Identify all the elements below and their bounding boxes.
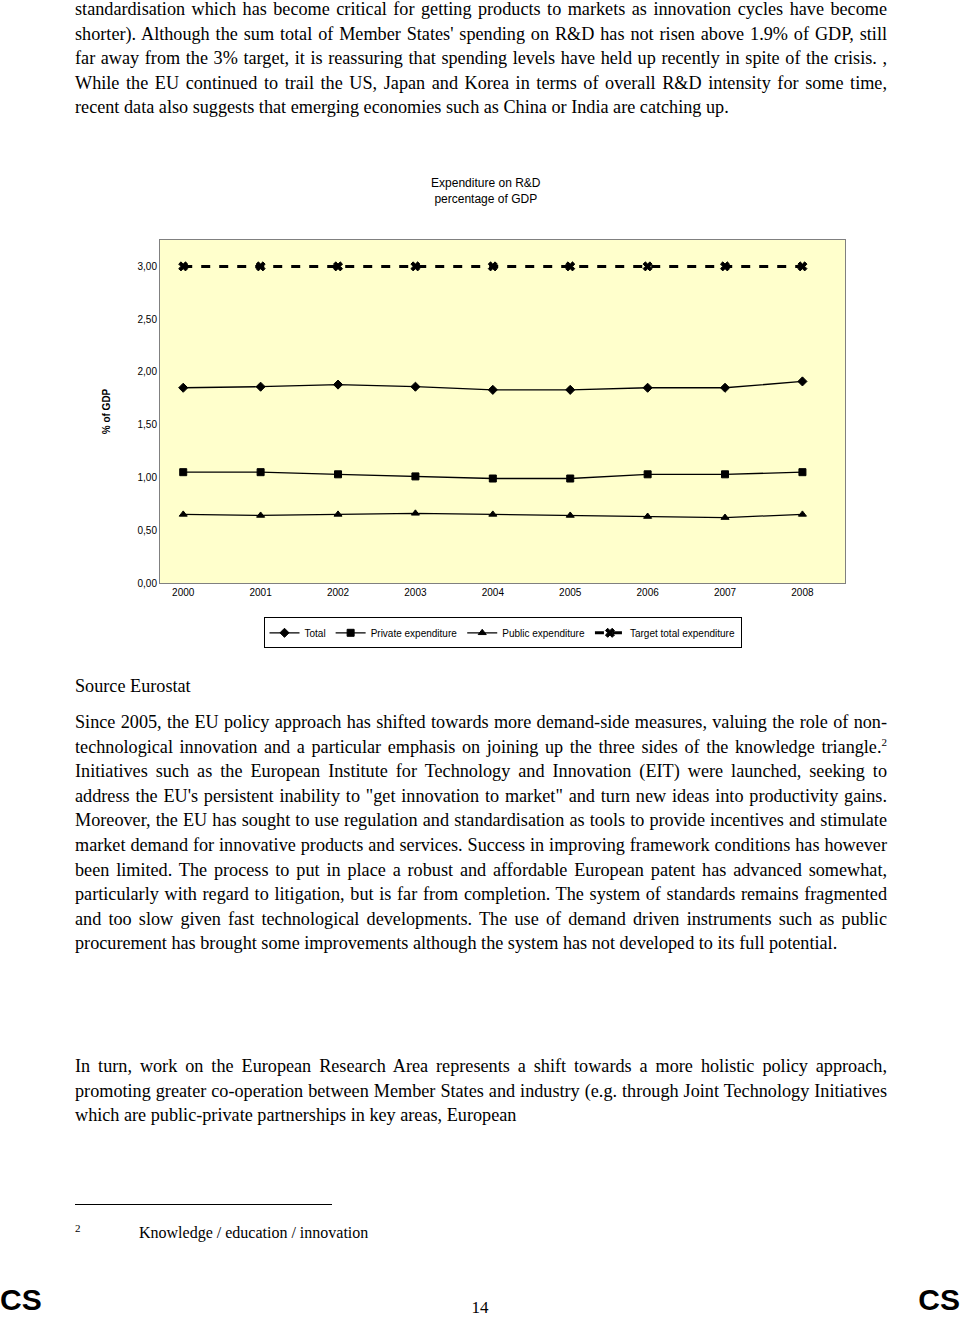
html-text:standardisation which has beco: standardisation which has become critica… xyxy=(75,0,887,118)
svg-text:2007: 2007 xyxy=(714,587,737,598)
svg-text:2002: 2002 xyxy=(327,587,350,598)
svg-text:2004: 2004 xyxy=(482,587,505,598)
svg-text:2008: 2008 xyxy=(791,587,814,598)
svg-text:0,50: 0,50 xyxy=(138,525,158,536)
svg-text:2000: 2000 xyxy=(172,587,195,598)
svg-text:3,00: 3,00 xyxy=(138,261,158,272)
html-text:Knowledge / education / innova: Knowledge / education / innovation xyxy=(139,1224,369,1241)
svg-text:1,00: 1,00 xyxy=(138,472,158,483)
html-text:Since 2005, the EU policy appr: Since 2005, the EU policy approach has s… xyxy=(75,712,887,757)
svg-text:2005: 2005 xyxy=(559,587,582,598)
svg-text:2,50: 2,50 xyxy=(138,314,158,325)
svg-text:Public expenditure: Public expenditure xyxy=(502,628,585,639)
html-text:Initiatives such as the Europe: Initiatives such as the European Institu… xyxy=(75,761,887,954)
html-text:14: 14 xyxy=(471,1298,489,1317)
svg-text:2006: 2006 xyxy=(637,587,660,598)
svg-text:0,00: 0,00 xyxy=(138,578,158,589)
svg-text:Private expenditure: Private expenditure xyxy=(371,628,458,639)
html-text:2: 2 xyxy=(75,1222,81,1234)
svg-text:% of GDP: % of GDP xyxy=(101,388,112,434)
svg-text:2,00: 2,00 xyxy=(138,366,158,377)
html-text:CS: CS xyxy=(0,1283,42,1316)
svg-text:Expenditure on R&Dpercentage o: Expenditure on R&Dpercentage of GDP xyxy=(431,176,541,206)
html-text:CS: CS xyxy=(918,1283,960,1316)
svg-text:2003: 2003 xyxy=(404,587,427,598)
svg-text:Target total expenditure: Target total expenditure xyxy=(630,628,735,639)
svg-text:Total: Total xyxy=(305,628,326,639)
svg-text:2001: 2001 xyxy=(249,587,272,598)
svg-text:1,50: 1,50 xyxy=(138,419,158,430)
html-text:Source Eurostat: Source Eurostat xyxy=(75,676,191,696)
html-text:In turn, work on the European: In turn, work on the European Research A… xyxy=(75,1056,887,1126)
